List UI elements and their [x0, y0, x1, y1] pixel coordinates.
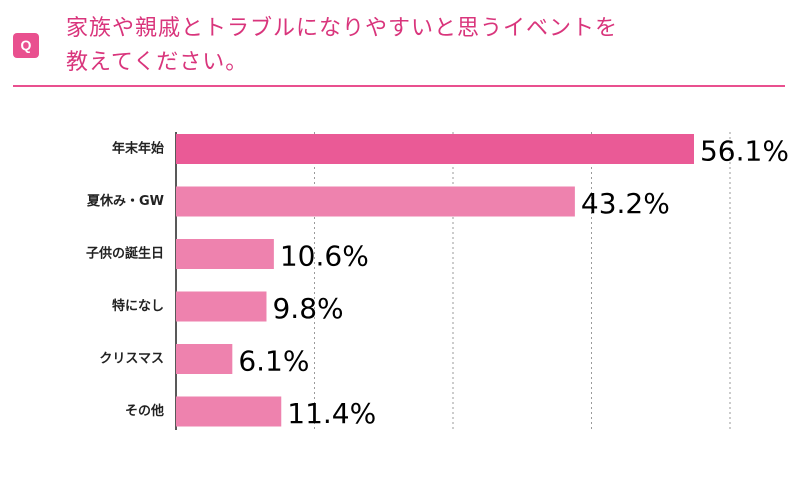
bar [176, 344, 233, 374]
bar [176, 186, 575, 217]
question-line-2: 教えてください。 [66, 50, 249, 75]
category-label: 子供の誕生日 [86, 246, 164, 262]
bar [176, 396, 282, 427]
bar [176, 134, 694, 164]
value-label: 10.6% [280, 240, 369, 273]
question-text: 家族や親戚とトラブルになりやすいと思うイベントを 教えてください。 [66, 12, 766, 80]
category-label: 年末年始 [112, 141, 164, 157]
category-label: クリスマス [99, 352, 164, 367]
value-labels: 56.1% 43.2% 10.6% 9.8% 6.1% 11.4% [238, 135, 789, 431]
value-label: 43.2% [581, 187, 670, 220]
question-badge: Q [13, 33, 39, 58]
value-label: 11.4% [287, 397, 376, 430]
category-label: その他 [125, 403, 164, 419]
header-divider [13, 85, 785, 87]
category-label: 特になし [112, 298, 164, 314]
value-label: 6.1% [238, 345, 309, 378]
value-label: 56.1% [700, 135, 789, 168]
grid-layer [175, 132, 731, 430]
bar [176, 239, 274, 269]
value-label: 9.8% [272, 292, 343, 325]
category-label: 夏休み・GW [86, 193, 164, 209]
bars-layer [176, 134, 694, 427]
question-line-1: 家族や親戚とトラブルになりやすいと思うイベントを [66, 16, 619, 41]
bar [176, 291, 267, 322]
